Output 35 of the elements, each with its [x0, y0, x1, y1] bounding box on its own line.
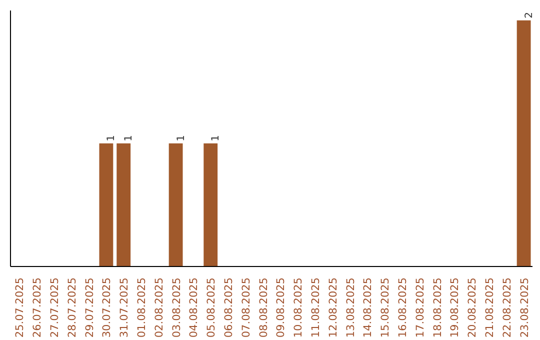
x-tick-label: 26.07.2025: [32, 277, 44, 338]
x-tick-label: 17.08.2025: [414, 277, 426, 338]
x-tick-label: 07.08.2025: [240, 277, 252, 338]
x-tick-label: 09.08.2025: [275, 277, 288, 338]
x-tick-label: 01.08.2025: [136, 277, 148, 338]
x-tick-label: 03.08.2025: [170, 277, 183, 338]
x-tick-label: 13.08.2025: [344, 277, 357, 338]
x-tick-label: 10.08.2025: [292, 277, 305, 338]
x-tick-label: 28.07.2025: [66, 277, 78, 338]
x-tick-label: 16.08.2025: [397, 277, 409, 338]
data-label: 1: [176, 135, 187, 142]
data-label: 1: [124, 135, 135, 142]
x-tick-label: 25.07.2025: [14, 277, 26, 338]
x-tick-label: 08.08.2025: [258, 277, 270, 338]
x-tick-label: 11.08.2025: [310, 277, 322, 338]
x-tick-label: 20.08.2025: [466, 277, 479, 338]
x-tick-label: 05.08.2025: [206, 277, 218, 338]
data-label: 1: [106, 135, 118, 142]
data-label: 2: [524, 12, 535, 18]
data-label: 1: [210, 135, 222, 142]
x-tick-label: 30.07.2025: [101, 277, 114, 338]
x-tick-label: 31.07.2025: [118, 277, 131, 338]
x-tick-label: 19.08.2025: [449, 277, 462, 338]
x-tick-label: 14.08.2025: [362, 277, 374, 338]
x-tick-label: 15.08.2025: [380, 277, 392, 338]
x-tick-label: 29.07.2025: [84, 277, 96, 338]
x-tick-label: 22.08.2025: [501, 277, 514, 338]
x-tick-label: 21.08.2025: [484, 277, 496, 338]
x-tick-label: 27.07.2025: [49, 277, 61, 338]
x-tick-label: 23.08.2025: [518, 277, 531, 338]
x-tick-label: 06.08.2025: [223, 277, 235, 338]
x-tick-label: 04.08.2025: [188, 277, 200, 338]
x-tick-label: 18.08.2025: [432, 277, 444, 338]
x-tick-label: 02.08.2025: [153, 277, 166, 338]
x-tick-label: 12.08.2025: [327, 277, 340, 338]
